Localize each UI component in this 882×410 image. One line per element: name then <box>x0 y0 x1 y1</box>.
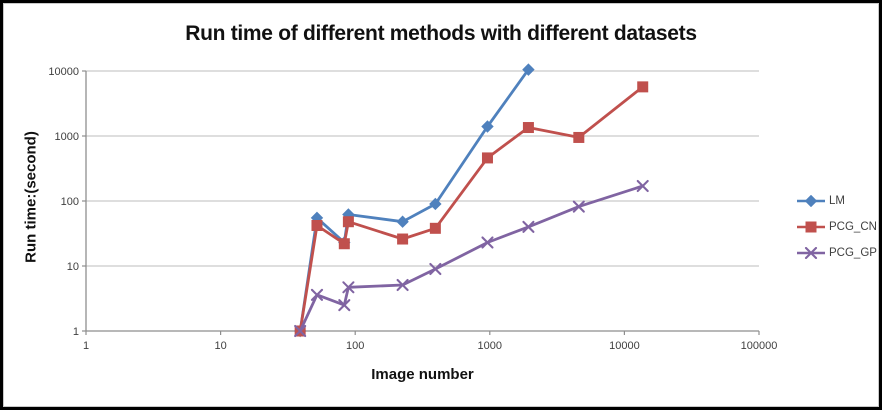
square-marker-icon <box>805 221 817 233</box>
x-marker-icon <box>342 281 355 294</box>
square-marker-icon <box>338 238 350 250</box>
series-line-PCG_GP <box>298 184 645 333</box>
x-tick-label: 100000 <box>741 340 778 352</box>
series-line-PCG_CN <box>298 85 645 333</box>
y-tick-label: 10 <box>67 261 79 273</box>
pcg-gp-x-marker-icon <box>797 247 825 259</box>
square-marker-icon <box>311 219 323 231</box>
legend-item-pcg-cn: PCG_CN <box>797 221 877 233</box>
chart-inner-border <box>3 3 879 407</box>
y-tick-label: 10000 <box>48 66 79 78</box>
y-axis-label: Run time:(second) <box>22 131 40 263</box>
square-marker-icon <box>637 81 649 93</box>
x-marker-icon <box>396 278 409 292</box>
x-axis-label: Image number <box>371 366 474 383</box>
x-tick-label: 10000 <box>609 340 640 352</box>
pcg-cn-square-marker-icon <box>797 221 825 233</box>
legend-label-pcg-cn: PCG_CN <box>829 221 877 233</box>
square-marker-icon <box>522 122 534 134</box>
x-marker-icon <box>338 299 351 312</box>
x-tick-label: 1000 <box>478 340 502 352</box>
x-tick-label: 100 <box>346 340 364 352</box>
plot-area: 1 10 100 1000 10000 100000 1 10 100 1000 10000 <box>48 63 778 352</box>
x-marker-icon <box>310 288 324 301</box>
x-tick-label: 10 <box>214 340 226 352</box>
diamond-marker-icon <box>522 63 535 76</box>
legend-item-pcg-gp: PCG_GP <box>797 247 877 259</box>
square-marker-icon <box>573 131 585 143</box>
x-marker-icon <box>522 220 535 233</box>
y-tick-label: 100 <box>61 196 79 208</box>
diamond-marker-icon <box>804 195 818 207</box>
x-marker-icon <box>429 262 442 276</box>
series-PCG_GP <box>294 179 649 338</box>
legend-item-lm: LM <box>797 195 877 207</box>
x-tick-label: 1 <box>83 340 89 352</box>
series-line-LM <box>298 68 530 333</box>
chart-title: Run time of different methods with diffe… <box>185 22 697 45</box>
lm-diamond-marker-icon <box>797 195 825 207</box>
legend: LM PCG_CN PCG_GP <box>797 195 877 273</box>
square-marker-icon <box>342 216 354 228</box>
diamond-marker-icon <box>396 215 409 228</box>
square-marker-icon <box>397 233 409 245</box>
x-marker-icon <box>294 324 307 338</box>
square-marker-icon <box>481 152 493 164</box>
legend-label-lm: LM <box>829 195 845 207</box>
diamond-marker-icon <box>481 120 494 133</box>
legend-label-pcg-gp: PCG_GP <box>829 247 877 259</box>
x-marker-icon <box>481 236 494 249</box>
x-marker-icon <box>636 179 649 193</box>
square-marker-icon <box>429 222 441 234</box>
diamond-marker-icon <box>429 197 442 211</box>
x-marker-icon <box>572 200 585 213</box>
x-marker-icon <box>804 247 818 259</box>
y-tick-label: 1000 <box>55 131 79 143</box>
y-tick-label: 1 <box>73 326 79 338</box>
series-LM <box>293 63 535 338</box>
